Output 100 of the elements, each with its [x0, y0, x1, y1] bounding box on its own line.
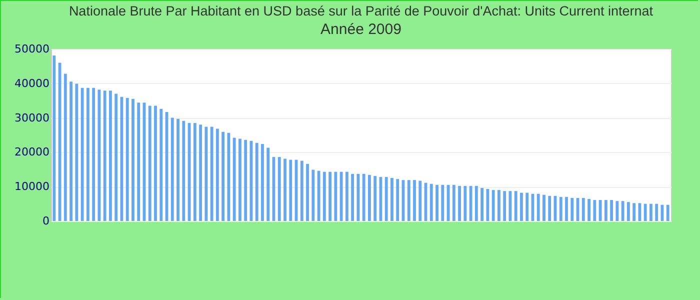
bar [413, 180, 416, 221]
bar [503, 191, 506, 221]
bar [436, 184, 438, 221]
bar [232, 138, 236, 221]
bar [312, 170, 315, 221]
y-tick-label: 50000 [14, 42, 50, 56]
bar [514, 191, 518, 221]
bar [227, 132, 230, 221]
y-tick-label: 20000 [14, 146, 50, 159]
bar [379, 176, 382, 221]
bar [300, 160, 304, 221]
bar [632, 203, 636, 221]
bar [193, 122, 196, 221]
y-tick-label: 40000 [14, 76, 50, 90]
bar [655, 204, 658, 221]
bar [132, 98, 134, 221]
bar [351, 174, 354, 221]
bar [222, 132, 225, 221]
bar [430, 184, 433, 221]
bar [604, 200, 608, 221]
bar [108, 90, 112, 221]
bar [176, 118, 180, 221]
bar [322, 172, 326, 221]
bar [565, 196, 568, 221]
bar [154, 106, 157, 221]
bar [114, 94, 118, 221]
bar [474, 186, 478, 221]
bar [588, 198, 590, 221]
bar [103, 90, 106, 221]
bar [396, 179, 400, 221]
y-tick-label: 30000 [14, 111, 50, 124]
bar [356, 174, 360, 221]
bar [666, 204, 670, 221]
bar [390, 178, 394, 221]
bar [526, 192, 529, 221]
bar [593, 200, 596, 221]
bar [418, 180, 422, 221]
bar [486, 189, 490, 221]
bar [126, 98, 129, 221]
y-tick-label: 0 [42, 214, 50, 228]
bar [407, 180, 410, 221]
bar [204, 126, 208, 221]
bar [492, 190, 495, 221]
bar [75, 84, 78, 221]
bar [92, 88, 96, 221]
bar [616, 201, 619, 221]
bar [64, 74, 67, 221]
bar [284, 158, 286, 221]
bar [160, 108, 163, 221]
bar [548, 196, 552, 221]
bar [626, 202, 630, 221]
bar [278, 157, 281, 221]
bar [306, 164, 309, 221]
bar [340, 172, 343, 221]
bar [480, 188, 484, 221]
bar [334, 172, 338, 221]
bar [52, 56, 56, 221]
bar [520, 192, 523, 221]
bar [374, 176, 377, 221]
bar [384, 176, 388, 221]
bar [610, 200, 614, 221]
bar [266, 148, 270, 221]
bar [328, 172, 332, 221]
bar [441, 184, 444, 221]
bar [464, 186, 467, 221]
bar [182, 120, 186, 221]
bar [210, 126, 214, 221]
bar [244, 140, 248, 221]
bar [542, 194, 546, 221]
bar [644, 204, 647, 221]
bar [452, 184, 456, 221]
bar [216, 128, 219, 221]
bar [508, 191, 512, 221]
bar [582, 198, 585, 221]
bar [86, 88, 90, 221]
bar [559, 196, 562, 221]
bar [497, 190, 500, 221]
bar [148, 106, 152, 221]
bar [80, 88, 84, 221]
bar [137, 102, 140, 221]
bar [638, 203, 642, 221]
bar [170, 118, 174, 221]
bar [458, 186, 461, 221]
bar [70, 82, 73, 221]
bar [98, 90, 101, 221]
bar [199, 124, 202, 221]
bar [345, 172, 348, 221]
bar [289, 160, 292, 221]
bar [255, 142, 258, 221]
y-tick-label: 10000 [14, 180, 50, 194]
bar [238, 138, 242, 221]
chart-title: Nationale Brute Par Habitant en USD basé sur la Parité de Pouvoir d'Achat: Units Current internat [68, 4, 654, 18]
bar [362, 174, 366, 221]
chart-subtitle: Année 2009 [320, 21, 402, 38]
bar [621, 201, 624, 221]
bar [536, 194, 540, 221]
bar [368, 174, 371, 221]
bar [649, 204, 652, 221]
bar [570, 198, 574, 221]
bar [261, 144, 264, 221]
